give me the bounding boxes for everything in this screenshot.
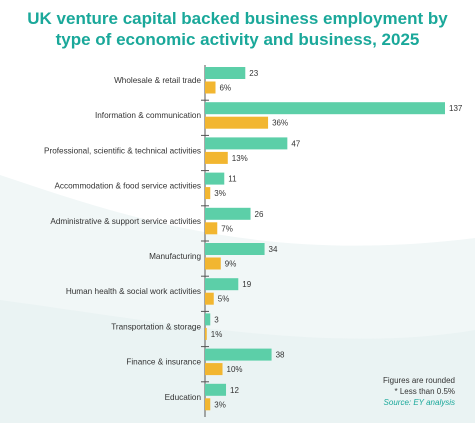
bar-share	[205, 116, 269, 129]
category-label: Information & communication	[95, 111, 201, 120]
category-label: Human health & social work activities	[66, 287, 201, 296]
data-label-share: 10%	[227, 365, 243, 374]
data-label-share: 3%	[214, 189, 226, 198]
bar-employment	[205, 313, 211, 326]
bar-employment	[205, 243, 265, 255]
data-label-employment: 34	[269, 245, 278, 254]
bar-share	[205, 398, 211, 411]
category-label: Transportation & storage	[111, 322, 201, 331]
data-label-employment: 38	[276, 351, 285, 360]
bar-share	[205, 222, 218, 235]
category-label: Manufacturing	[149, 252, 201, 261]
chart-title: UK venture capital backed business emplo…	[0, 8, 475, 50]
data-label-share: 5%	[218, 295, 230, 304]
data-label-share: 1%	[211, 330, 223, 339]
bar-employment	[205, 102, 445, 115]
bar-employment	[205, 383, 227, 396]
data-label-employment: 12	[230, 386, 239, 395]
category-label: Accommodation & food service activities	[54, 182, 201, 191]
chart-notes: Figures are rounded * Less than 0.5% Sou…	[383, 375, 455, 408]
bar-share	[205, 187, 211, 200]
data-label-employment: 3	[214, 315, 219, 324]
bar-employment	[205, 207, 251, 220]
bar-share	[205, 363, 223, 376]
data-label-share: 36%	[272, 119, 288, 128]
bar-share	[205, 81, 216, 94]
data-label-share: 6%	[220, 84, 232, 93]
data-label-share: 3%	[214, 400, 226, 409]
category-label: Education	[165, 393, 202, 402]
data-label-share: 7%	[221, 224, 233, 233]
bar-employment	[205, 348, 272, 361]
note-less-than: * Less than 0.5%	[394, 387, 455, 396]
data-label-employment: 47	[291, 139, 300, 148]
note-rounded: Figures are rounded	[382, 376, 455, 385]
category-label: Wholesale & retail trade	[114, 76, 201, 85]
category-label: Professional, scientific & technical act…	[44, 146, 201, 155]
chart-title-line-1: UK venture capital backed business emplo…	[27, 9, 448, 28]
data-label-employment: 23	[249, 69, 258, 78]
bar-share	[205, 257, 221, 270]
bar-employment	[205, 172, 225, 185]
chart-title-line-2: type of economic activity and business, …	[55, 30, 420, 49]
data-label-employment: 137	[449, 104, 463, 113]
bar-employment	[205, 278, 239, 291]
bar-share	[205, 327, 207, 340]
category-label: Finance & insurance	[126, 358, 201, 367]
data-label-employment: 19	[242, 280, 251, 289]
note-source: Source: EY analysis	[383, 398, 455, 407]
data-label-share: 13%	[232, 154, 248, 163]
bar-share	[205, 151, 228, 164]
bar-share	[205, 292, 214, 305]
data-label-employment: 26	[255, 210, 264, 219]
data-label-employment: 11	[228, 175, 237, 184]
data-label-share: 9%	[225, 260, 237, 269]
bar-employment	[205, 67, 246, 79]
category-label: Administrative & support service activit…	[50, 217, 201, 226]
bar-employment	[205, 137, 288, 150]
